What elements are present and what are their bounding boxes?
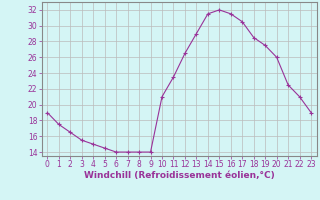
X-axis label: Windchill (Refroidissement éolien,°C): Windchill (Refroidissement éolien,°C) — [84, 171, 275, 180]
